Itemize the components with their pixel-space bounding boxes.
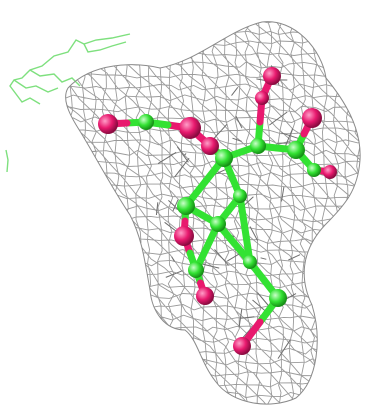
carbon-atom-c4 (177, 197, 195, 215)
carbon-atom-c2 (250, 138, 266, 154)
oxygen-atom-o7 (196, 287, 214, 305)
oxygen-atom-o10 (255, 91, 269, 105)
protein-trace (5, 33, 131, 173)
mesh-outline (65, 21, 361, 405)
carbon-atom-c9 (138, 114, 154, 130)
ligand-atoms (98, 67, 337, 355)
oxygen-atom-o5 (98, 114, 118, 134)
carbon-atom-c6 (188, 262, 204, 278)
carbon-atom-c8 (269, 289, 287, 307)
oxygen-atom-o2 (201, 137, 219, 155)
carbon-atom-c11 (233, 189, 247, 203)
oxygen-atom-o9 (323, 165, 337, 179)
carbon-atom-c3 (287, 141, 305, 159)
carbon-atom-c7 (243, 255, 257, 269)
oxygen-atom-o6 (174, 226, 194, 246)
carbon-atom-c10 (307, 163, 321, 177)
carbon-atom-c1 (215, 149, 233, 167)
oxygen-atom-o1 (179, 117, 201, 139)
oxygen-atom-o4 (302, 108, 322, 128)
oxygen-atom-o3 (263, 67, 281, 85)
carbon-atom-c5 (210, 216, 226, 232)
oxygen-atom-o8 (233, 337, 251, 355)
